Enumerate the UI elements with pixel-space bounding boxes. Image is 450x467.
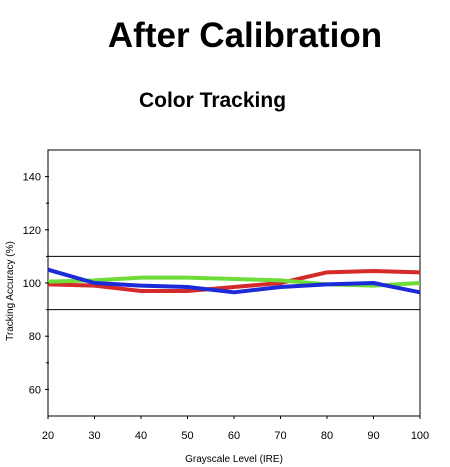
series-line-1: [47, 269, 421, 293]
y-axis-label: Tracking Accuracy (%): [5, 241, 16, 341]
y-tick-label: 80: [29, 331, 41, 343]
y-tick-label: 140: [23, 172, 41, 184]
page-title: After Calibration: [107, 16, 383, 55]
x-tick-label: 50: [181, 430, 193, 442]
x-tick-label: 60: [228, 430, 240, 442]
x-tick-label: 20: [42, 430, 54, 442]
y-tick-label: 120: [23, 225, 41, 237]
series-lines: [47, 267, 421, 295]
x-tick-label: 40: [135, 430, 147, 442]
reference-lines: [48, 255, 420, 311]
x-tick-label: 100: [411, 430, 429, 442]
chart-title: Color Tracking: [138, 89, 287, 112]
x-tick-label: 90: [367, 430, 379, 442]
y-tick-label: 60: [29, 384, 41, 396]
x-tick-label: 30: [88, 430, 100, 442]
x-tick-label: 80: [321, 430, 333, 442]
x-tick-label: 70: [274, 430, 286, 442]
x-axis-label: Grayscale Level (IRE): [185, 454, 283, 465]
y-axis-ticks: 60 80 100 120 140: [23, 172, 49, 396]
x-axis-ticks: 20 30 40 50 60 70 80 90 100: [42, 416, 429, 442]
y-tick-label: 100: [23, 278, 41, 290]
series-line-3: [47, 267, 421, 295]
